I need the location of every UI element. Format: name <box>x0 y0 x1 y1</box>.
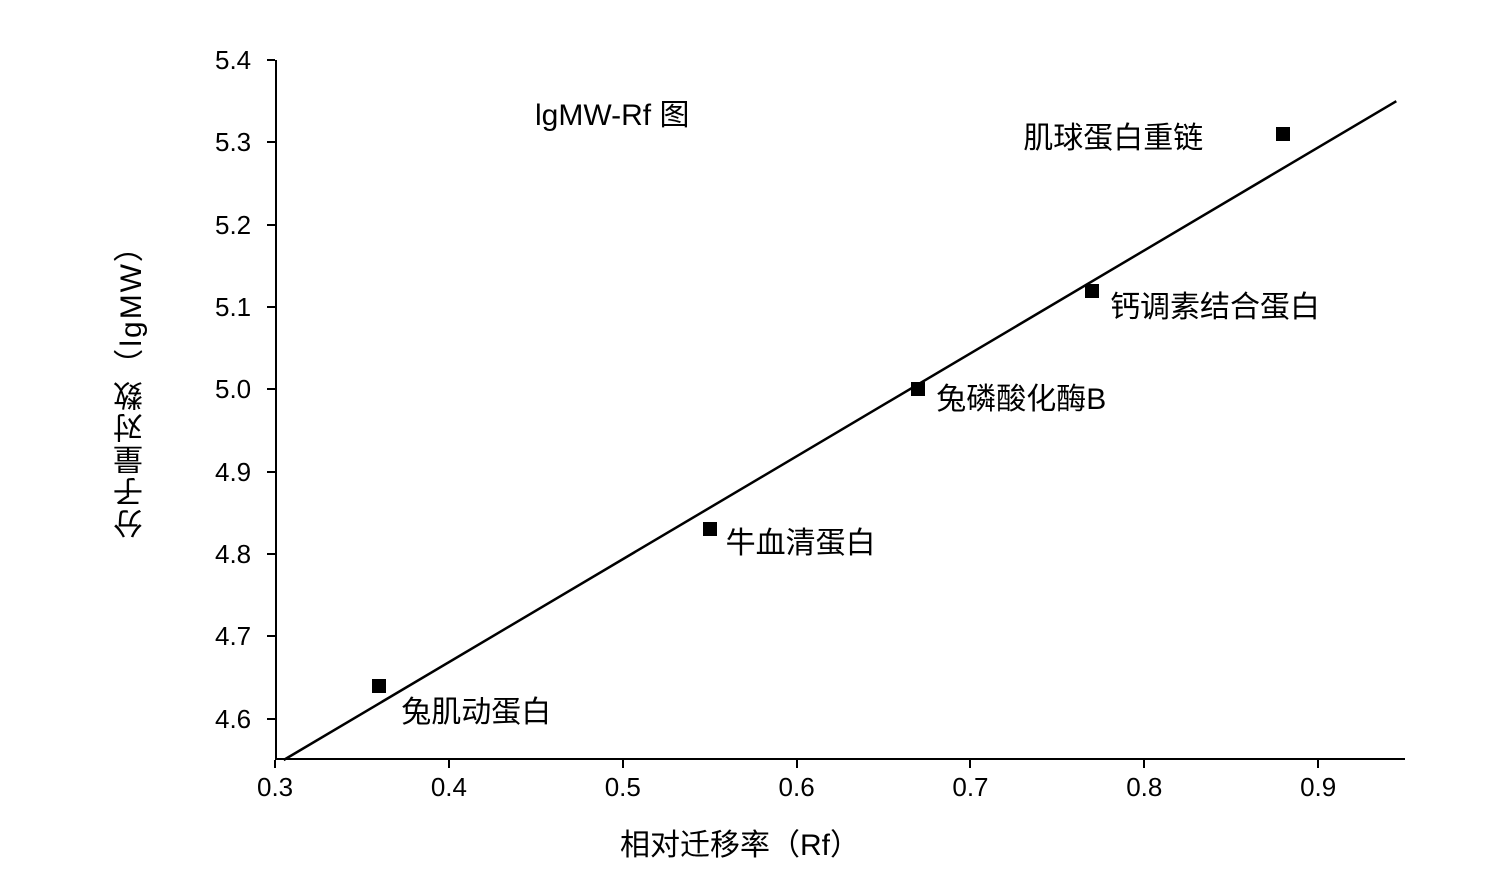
x-tick <box>1317 760 1319 768</box>
y-tick-label: 5.3 <box>215 127 251 158</box>
x-tick-label: 0.4 <box>431 772 467 803</box>
data-point <box>911 382 925 396</box>
x-tick <box>622 760 624 768</box>
y-tick <box>267 635 275 637</box>
chart-container: lgMW-Rf 图 分子量对数（lgMW） 相对迁移率（Rf） 0.30.40.… <box>0 0 1496 888</box>
x-tick-label: 0.5 <box>605 772 641 803</box>
y-tick <box>267 471 275 473</box>
x-axis-label: 相对迁移率（Rf） <box>620 820 860 864</box>
y-tick-label: 4.9 <box>215 457 251 488</box>
y-axis-label: 分子量对数（lgMW） <box>110 230 154 539</box>
y-tick-label: 5.0 <box>215 374 251 405</box>
x-tick-label: 0.8 <box>1126 772 1162 803</box>
x-tick-label: 0.9 <box>1300 772 1336 803</box>
data-point-label: 钙调素结合蛋白 <box>1110 282 1320 326</box>
x-tick <box>796 760 798 768</box>
data-point <box>372 679 386 693</box>
x-tick <box>1143 760 1145 768</box>
data-point <box>1276 127 1290 141</box>
data-point-label: 肌球蛋白重链 <box>1023 113 1203 157</box>
data-point-label: 兔肌动蛋白 <box>401 687 551 731</box>
y-tick-label: 4.6 <box>215 704 251 735</box>
data-point <box>703 522 717 536</box>
y-tick-label: 5.1 <box>215 292 251 323</box>
y-tick <box>267 224 275 226</box>
y-axis <box>275 60 277 760</box>
y-tick <box>267 718 275 720</box>
y-tick-label: 5.4 <box>215 45 251 76</box>
y-tick <box>267 306 275 308</box>
y-tick-label: 5.2 <box>215 210 251 241</box>
x-tick <box>274 760 276 768</box>
data-point <box>1085 284 1099 298</box>
x-tick <box>448 760 450 768</box>
data-point-label: 兔磷酸化酶B <box>936 374 1106 418</box>
x-tick <box>969 760 971 768</box>
y-tick <box>267 388 275 390</box>
y-tick <box>267 553 275 555</box>
y-tick <box>267 59 275 61</box>
y-tick-label: 4.7 <box>215 621 251 652</box>
x-axis <box>275 758 1405 760</box>
x-tick-label: 0.6 <box>779 772 815 803</box>
x-tick-label: 0.3 <box>257 772 293 803</box>
data-point-label: 牛血清蛋白 <box>726 518 876 562</box>
y-tick <box>267 141 275 143</box>
y-tick-label: 4.8 <box>215 539 251 570</box>
x-tick-label: 0.7 <box>952 772 988 803</box>
plot-area: 0.30.40.50.60.70.80.94.64.74.84.95.05.15… <box>275 60 1405 760</box>
trend-line <box>275 60 1405 760</box>
